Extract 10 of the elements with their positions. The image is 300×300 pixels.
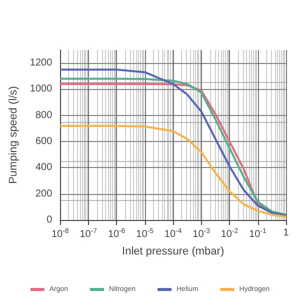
y-tick-label: 400 bbox=[35, 162, 53, 174]
x-axis-title: Inlet pressure (mbar) bbox=[122, 246, 224, 258]
x-tick-label: 1 bbox=[283, 228, 290, 238]
y-tick-label: 800 bbox=[35, 110, 53, 121]
y-tick-label: 1200 bbox=[30, 58, 53, 69]
y-tick-label: 600 bbox=[35, 136, 53, 148]
y-tick-label: 0 bbox=[46, 214, 53, 226]
y-axis-title: Pumping speed (l/s) bbox=[8, 86, 20, 184]
y-tick-label: 1000 bbox=[30, 84, 53, 95]
y-tick-label: 200 bbox=[35, 188, 53, 200]
